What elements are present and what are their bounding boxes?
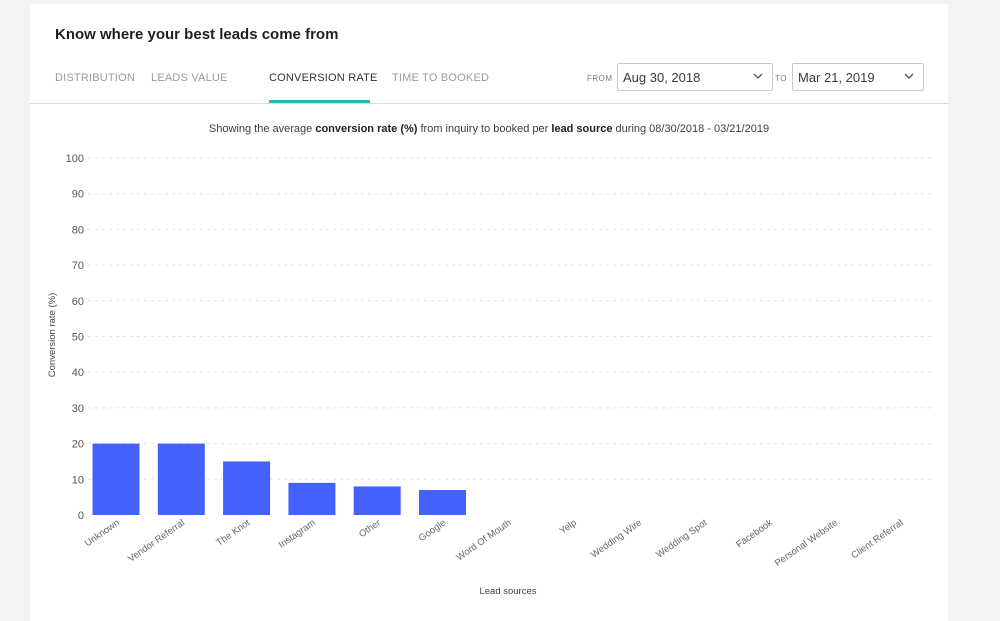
y-tick-label: 0 [78, 510, 84, 522]
tab-leads-value[interactable]: LEADS VALUE [151, 72, 228, 84]
x-tick-label: Vendor Referral [126, 517, 187, 564]
y-tick-label: 50 [72, 332, 84, 344]
y-tick-label: 80 [72, 224, 84, 236]
y-tick-label: 30 [72, 403, 84, 415]
x-tick-label: Wedding Spot [654, 517, 709, 560]
from-date-select[interactable]: Aug 30, 2018 [617, 63, 773, 91]
to-label: TO [775, 74, 787, 83]
from-date-value: Aug 30, 2018 [623, 70, 701, 85]
header-divider [30, 103, 948, 104]
y-tick-label: 90 [72, 189, 84, 201]
x-tick-label: The Knot [214, 517, 252, 548]
chart-card: Know where your best leads come from DIS… [30, 4, 948, 621]
active-tab-indicator [269, 100, 370, 103]
bar-vendor-referral[interactable] [157, 443, 205, 515]
from-label: FROM [587, 74, 613, 83]
x-tick-label: Personal Website [773, 517, 840, 569]
to-date-value: Mar 21, 2019 [798, 70, 875, 85]
x-tick-label: Yelp [558, 517, 579, 536]
chevron-down-icon [904, 73, 914, 79]
chevron-down-icon [753, 73, 763, 79]
x-tick-label: Facebook [734, 517, 775, 550]
x-tick-label: Word Of Mouth [455, 517, 514, 563]
x-tick-label: Wedding Wire [589, 517, 644, 560]
chart-grid [88, 157, 935, 480]
bar-unknown[interactable] [92, 443, 140, 515]
x-axis-label: Lead sources [479, 586, 536, 597]
chart-bars [92, 443, 466, 515]
page-title: Know where your best leads come from [55, 26, 339, 43]
y-tick-label: 20 [72, 439, 84, 451]
x-tick-label: Google [417, 517, 448, 544]
bar-google[interactable] [419, 490, 466, 515]
y-axis-ticks: 0 10 20 30 40 50 60 70 80 90 100 [66, 153, 84, 522]
y-tick-label: 70 [72, 260, 84, 272]
y-tick-label: 10 [72, 474, 84, 486]
x-tick-label: Other [357, 517, 383, 540]
y-tick-label: 40 [72, 367, 84, 379]
x-tick-label: Instagram [277, 517, 318, 550]
bar-the-knot[interactable] [223, 461, 271, 515]
bar-instagram[interactable] [288, 482, 336, 515]
tab-conversion-rate[interactable]: CONVERSION RATE [269, 72, 378, 84]
to-date-select[interactable]: Mar 21, 2019 [792, 63, 924, 91]
bar-other[interactable] [353, 486, 401, 515]
y-axis-label: Conversion rate (%) [47, 293, 58, 377]
tab-time-to-booked[interactable]: TIME TO BOOKED [392, 72, 490, 84]
x-axis-ticks: Unknown Vendor Referral The Knot Instagram O… [83, 517, 905, 569]
y-tick-label: 100 [66, 153, 84, 165]
chart-subtitle: Showing the average conversion rate (%) … [208, 123, 770, 135]
y-tick-label: 60 [72, 296, 84, 308]
x-tick-label: Unknown [83, 517, 122, 549]
x-tick-label: Client Referral [849, 517, 905, 561]
tab-distribution[interactable]: DISTRIBUTION [55, 72, 136, 84]
